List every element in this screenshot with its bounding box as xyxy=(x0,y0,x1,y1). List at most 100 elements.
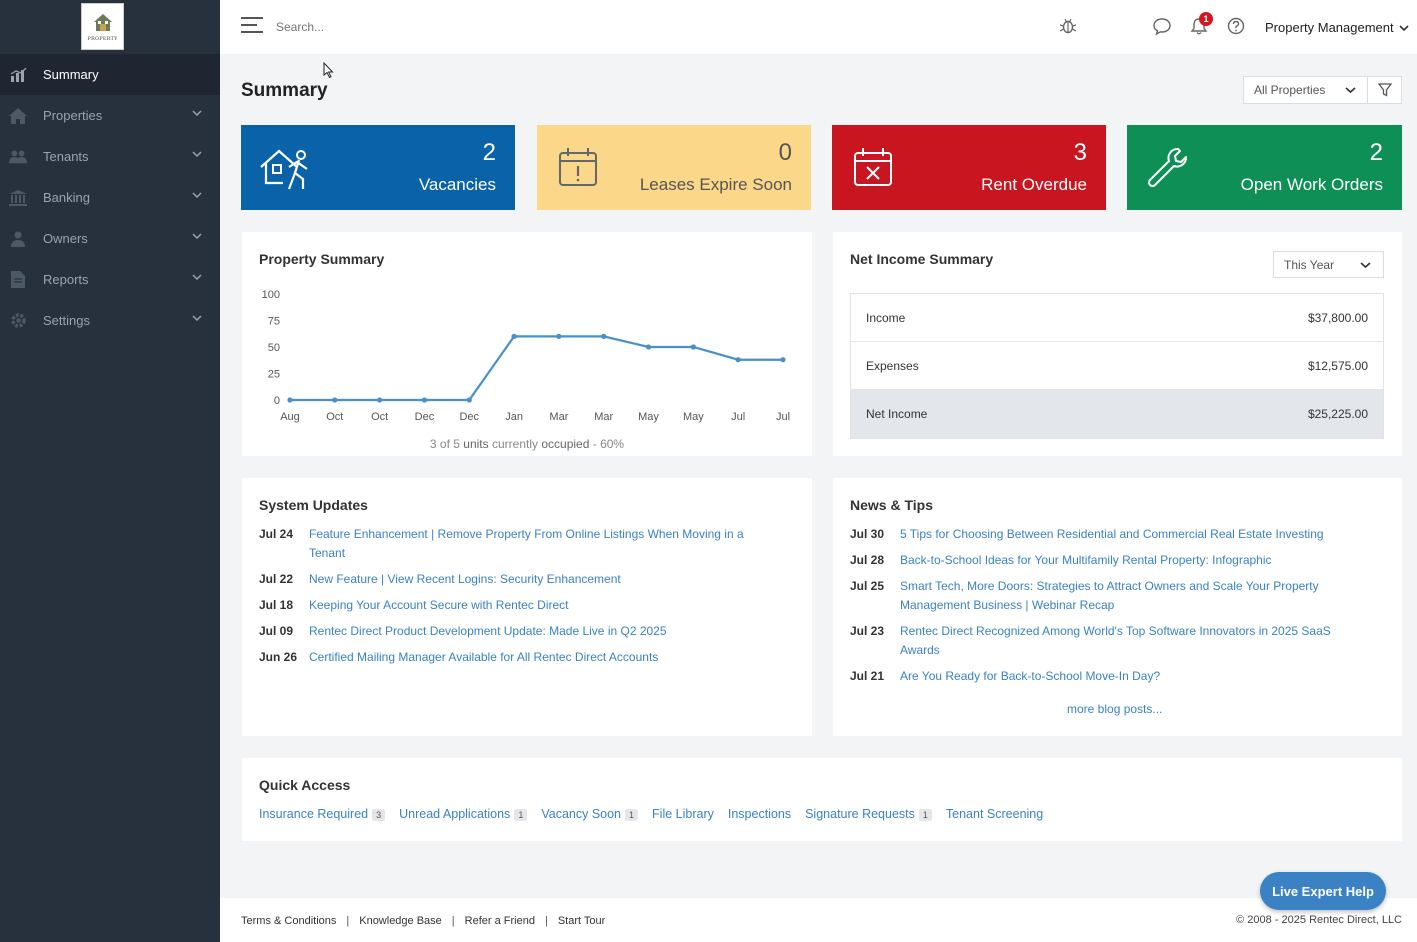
data-point[interactable] xyxy=(601,333,607,339)
quick-link-screening[interactable]: Tenant Screening xyxy=(946,807,1043,821)
data-point[interactable] xyxy=(556,333,562,339)
data-point[interactable] xyxy=(780,357,786,363)
quick-access-links: Insurance Required 3 Unread Applications 1… xyxy=(259,807,1043,821)
sidebar-item-label: Properties xyxy=(43,108,103,123)
account-dropdown[interactable]: Property Management xyxy=(1265,20,1409,35)
period-select[interactable]: This Year xyxy=(1273,251,1384,278)
news-item: Jul 21 Are You Ready for Back-to-School … xyxy=(850,667,1350,686)
update-item: Jul 22 New Feature | View Recent Logins:… xyxy=(259,570,779,589)
notification-badge: 1 xyxy=(1199,12,1213,26)
sidebar-item-label: Settings xyxy=(43,313,90,328)
property-summary-card: Property Summary 3 of 5 units currently … xyxy=(242,232,812,456)
update-link[interactable]: Certified Mailing Manager Available for … xyxy=(309,650,659,664)
chat-icon[interactable] xyxy=(1152,16,1172,36)
menu-toggle-icon[interactable] xyxy=(241,17,263,35)
y-tick-label: 75 xyxy=(268,316,280,328)
quick-link-signatures[interactable]: Signature Requests 1 xyxy=(805,807,932,821)
bug-icon[interactable] xyxy=(1058,16,1078,36)
refer-friend-link[interactable]: Refer a Friend xyxy=(464,915,535,927)
live-help-button[interactable]: Live Expert Help xyxy=(1260,872,1386,910)
tile-count: 2 xyxy=(1369,139,1383,166)
row-label: Income xyxy=(866,310,906,325)
news-link[interactable]: Rentec Direct Recognized Among World's T… xyxy=(900,624,1331,657)
row-value: $37,800.00 xyxy=(1307,310,1368,325)
data-point[interactable] xyxy=(287,397,293,403)
knowledge-base-link[interactable]: Knowledge Base xyxy=(359,915,442,927)
sidebar-item-properties[interactable]: Properties xyxy=(0,95,220,136)
quick-link-inspections[interactable]: Inspections xyxy=(728,807,791,821)
tile-count: 3 xyxy=(1073,139,1087,166)
chevron-down-icon xyxy=(192,110,202,117)
data-point[interactable] xyxy=(735,357,741,363)
footer-links: Terms & Conditions | Knowledge Base | Refe… xyxy=(241,915,606,927)
period-value: This Year xyxy=(1284,257,1335,272)
update-item: Jul 18 Keeping Your Account Secure with … xyxy=(259,596,779,615)
data-point[interactable] xyxy=(645,344,652,350)
sidebar-item-summary[interactable]: Summary xyxy=(0,54,220,95)
start-tour-link[interactable]: Start Tour xyxy=(557,915,606,927)
chevron-down-icon xyxy=(1345,87,1356,94)
sidebar-item-label: Tenants xyxy=(43,149,89,164)
sidebar-item-owners[interactable]: Owners xyxy=(0,218,220,259)
data-point[interactable] xyxy=(332,397,338,403)
tile-count: 2 xyxy=(482,139,496,166)
quick-link-vacancy[interactable]: Vacancy Soon 1 xyxy=(541,807,639,821)
news-link[interactable]: Back-to-School Ideas for Your Multifamil… xyxy=(900,553,1272,567)
tile-label: Vacancies xyxy=(418,175,496,194)
update-link[interactable]: Keeping Your Account Secure with Rentec … xyxy=(309,598,569,612)
chart-icon xyxy=(9,66,27,84)
leases-expire-tile[interactable]: 0 Leases Expire Soon xyxy=(537,125,811,210)
news-date: Jul 23 xyxy=(850,624,885,638)
tile-label: Open Work Orders xyxy=(1240,175,1383,194)
data-point[interactable] xyxy=(421,397,428,403)
search-input[interactable] xyxy=(276,16,576,38)
quick-link-insurance[interactable]: Insurance Required 3 xyxy=(259,807,386,821)
sidebar: PROPERTY Summary Properties Tenants xyxy=(0,0,220,942)
occupancy-count: 3 of 5 xyxy=(429,437,460,451)
sidebar-item-reports[interactable]: Reports xyxy=(0,259,220,300)
update-date: Jul 22 xyxy=(259,572,294,586)
update-link[interactable]: New Feature | View Recent Logins: Securi… xyxy=(309,572,621,586)
sidebar-item-tenants[interactable]: Tenants xyxy=(0,136,220,177)
card-title: System Updates xyxy=(259,497,368,513)
expenses-row: Expenses $12,575.00 xyxy=(851,342,1383,390)
row-label: Expenses xyxy=(866,358,919,373)
x-tick-label: Oct xyxy=(371,411,388,423)
chevron-down-icon xyxy=(192,151,202,158)
bank-icon xyxy=(9,189,27,207)
help-icon[interactable] xyxy=(1226,16,1246,36)
data-point[interactable] xyxy=(690,344,696,350)
company-logo[interactable]: PROPERTY xyxy=(81,3,124,50)
rent-overdue-tile[interactable]: 3 Rent Overdue xyxy=(832,125,1106,210)
y-tick-label: 0 xyxy=(274,395,280,407)
more-blog-posts-link[interactable]: more blog posts... xyxy=(1067,702,1163,716)
tile-count: 0 xyxy=(778,139,792,166)
quick-link-label: Inspections xyxy=(727,807,792,821)
update-link[interactable]: Rentec Direct Product Development Update… xyxy=(309,624,667,638)
filter-button[interactable] xyxy=(1367,76,1402,104)
update-link[interactable]: Feature Enhancement | Remove Property Fr… xyxy=(309,527,744,560)
quick-link-count: 1 xyxy=(918,808,932,821)
quick-link-applications[interactable]: Unread Applications 1 xyxy=(399,807,528,821)
sidebar-item-banking[interactable]: Banking xyxy=(0,177,220,218)
chevron-down-icon xyxy=(192,274,202,281)
net-income-row: Net Income $25,225.00 xyxy=(851,390,1383,438)
sidebar-item-settings[interactable]: Settings xyxy=(0,300,220,341)
work-orders-tile[interactable]: 2 Open Work Orders xyxy=(1127,125,1402,210)
data-point[interactable] xyxy=(511,333,517,339)
data-point[interactable] xyxy=(377,397,383,403)
quick-link-label: File Library xyxy=(652,807,714,821)
footer: Terms & Conditions | Knowledge Base | Refe… xyxy=(220,898,1417,942)
data-point[interactable] xyxy=(466,397,472,403)
news-link[interactable]: 5 Tips for Choosing Between Residential … xyxy=(900,527,1324,541)
terms-link[interactable]: Terms & Conditions xyxy=(241,915,337,927)
news-link[interactable]: Smart Tech, More Doors: Strategies to At… xyxy=(900,579,1319,612)
quick-link-file-library[interactable]: File Library xyxy=(652,807,714,821)
sidebar-item-label: Banking xyxy=(43,190,90,205)
property-filter-value: All Properties xyxy=(1254,83,1326,97)
vacancies-tile[interactable]: 2 Vacancies xyxy=(241,125,515,210)
property-filter-select[interactable]: All Properties xyxy=(1243,76,1368,104)
gear-icon xyxy=(9,312,27,330)
news-link[interactable]: Are You Ready for Back-to-School Move-In… xyxy=(900,669,1161,683)
update-item: Jun 26 Certified Mailing Manager Availab… xyxy=(259,648,779,667)
